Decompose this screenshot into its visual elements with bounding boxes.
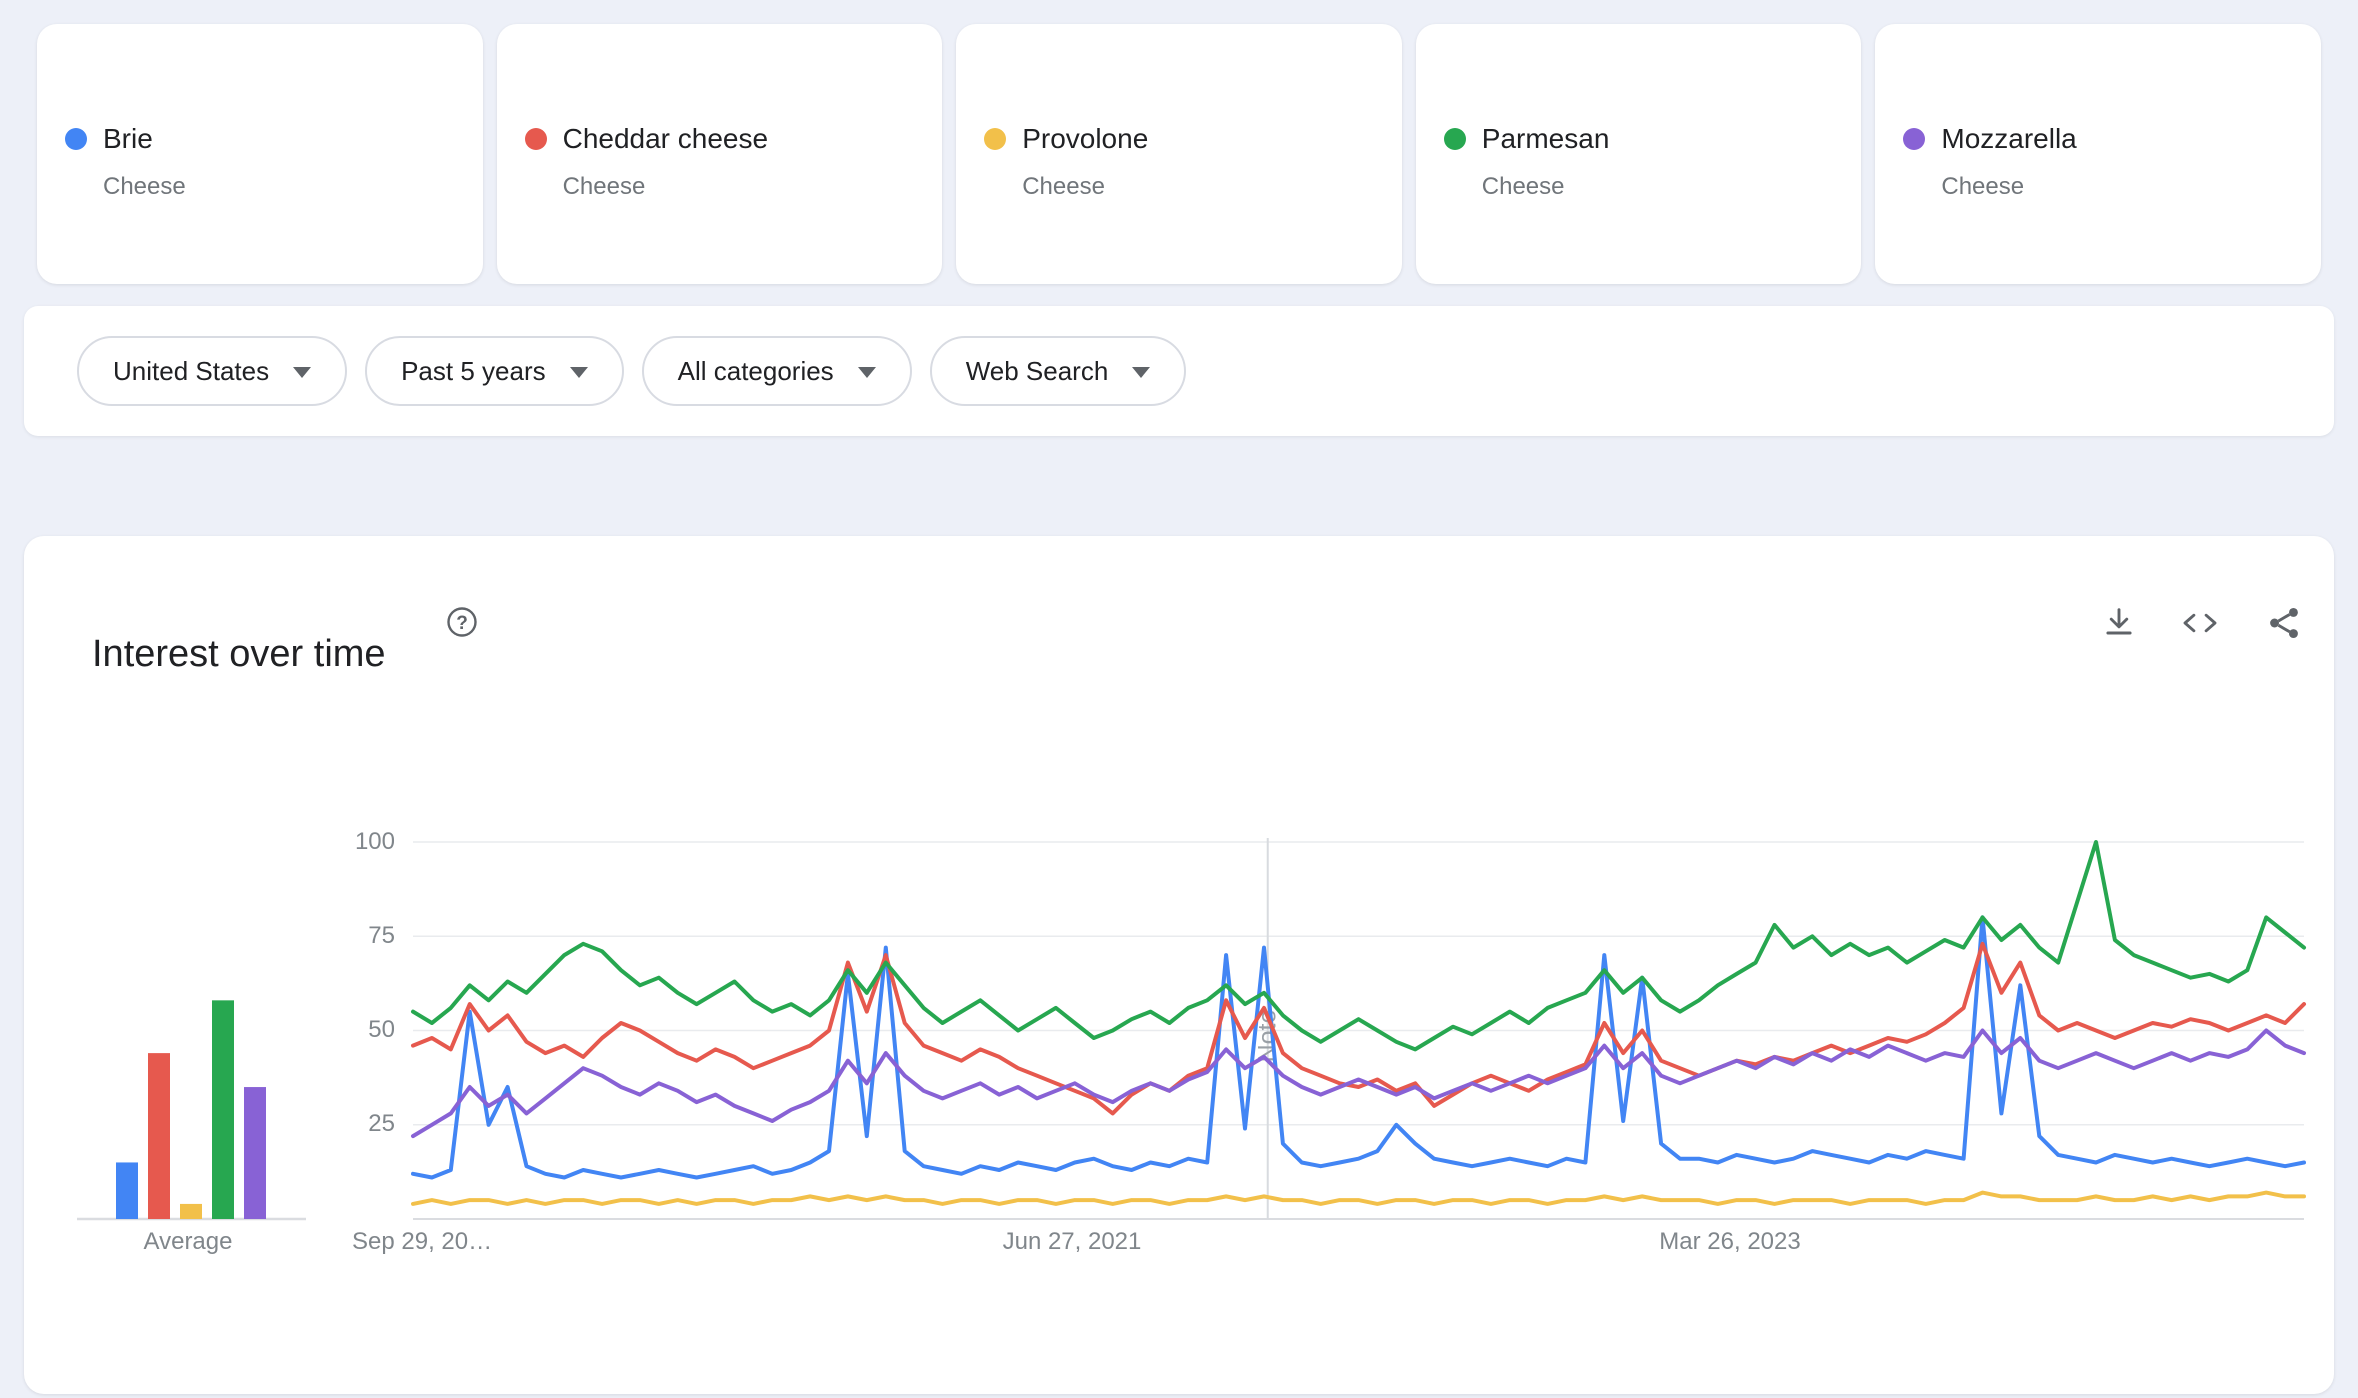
y-axis-label: 25 [368, 1110, 395, 1137]
x-axis-label-mid: Jun 27, 2021 [1002, 1228, 1142, 1255]
filter-label: Past 5 years [401, 355, 546, 386]
term-card-cheddar-cheese[interactable]: Cheddar cheese Cheese [496, 24, 943, 284]
download-icon[interactable] [2099, 603, 2139, 643]
term-title: Mozzarella [1941, 123, 2077, 154]
interest-over-time-panel: Interest over time ? Note 100 75 50 25 [24, 536, 2334, 1394]
embed-code-icon[interactable] [2180, 603, 2220, 643]
term-subtitle: Cheese [1022, 173, 1105, 200]
term-subtitle: Cheese [1941, 173, 2025, 200]
x-axis-label-right: Mar 26, 2023 [1659, 1228, 1801, 1255]
average-bar-parmesan[interactable] [212, 1000, 234, 1219]
term-subtitle: Cheese [103, 173, 186, 200]
term-card-brie[interactable]: Brie Cheese [37, 24, 483, 284]
average-bar-provolone[interactable] [180, 1203, 202, 1219]
chevron-down-icon [569, 367, 588, 378]
filter-label: All categories [677, 355, 834, 386]
term-subtitle: Cheese [1481, 173, 1565, 200]
series-color-dot [984, 128, 1007, 150]
series-color-dot [1443, 128, 1466, 150]
average-bar-cheddar-cheese[interactable] [148, 1053, 170, 1219]
chart-hover-area[interactable] [413, 842, 2304, 1219]
series-color-dot [524, 128, 547, 150]
filters-bar: United States Past 5 years All categorie… [24, 306, 2334, 436]
svg-text:?: ? [456, 613, 468, 634]
chevron-down-icon [293, 367, 312, 378]
average-axis-label: Average [143, 1228, 233, 1255]
term-card-parmesan[interactable]: Parmesan Cheese [1415, 24, 1862, 284]
series-color-dot [1903, 128, 1926, 150]
filter-time-range-dropdown[interactable]: Past 5 years [365, 336, 624, 406]
term-title: Cheddar cheese [562, 123, 769, 154]
y-axis-label: 75 [368, 922, 395, 949]
term-subtitle: Cheese [562, 173, 646, 200]
filter-label: United States [113, 355, 270, 386]
term-title: Parmesan [1481, 123, 1610, 154]
average-bar-mozzarella[interactable] [244, 1087, 266, 1219]
term-title: Provolone [1022, 123, 1149, 154]
series-color-dot [65, 128, 87, 150]
term-title: Brie [103, 123, 153, 154]
chevron-down-icon [857, 367, 876, 378]
filter-search-type-dropdown[interactable]: Web Search [929, 336, 1187, 406]
filter-category-dropdown[interactable]: All categories [641, 336, 912, 406]
panel-title: Interest over time [92, 632, 386, 675]
filter-country-dropdown[interactable]: United States [77, 336, 348, 406]
y-axis-label: 50 [368, 1016, 395, 1043]
help-icon[interactable]: ? [444, 604, 480, 640]
x-axis-label-start: Sep 29, 20… [352, 1228, 493, 1255]
y-axis-label: 100 [354, 828, 395, 855]
term-cards-row: Brie Cheese Cheddar cheese Cheese Provol… [37, 24, 2321, 284]
filter-label: Web Search [965, 355, 1109, 386]
term-card-provolone[interactable]: Provolone Cheese [956, 24, 1402, 284]
chevron-down-icon [1132, 367, 1151, 378]
term-card-mozzarella[interactable]: Mozzarella Cheese [1875, 24, 2321, 284]
share-icon[interactable] [2264, 603, 2304, 643]
average-bar-brie[interactable] [116, 1162, 138, 1219]
